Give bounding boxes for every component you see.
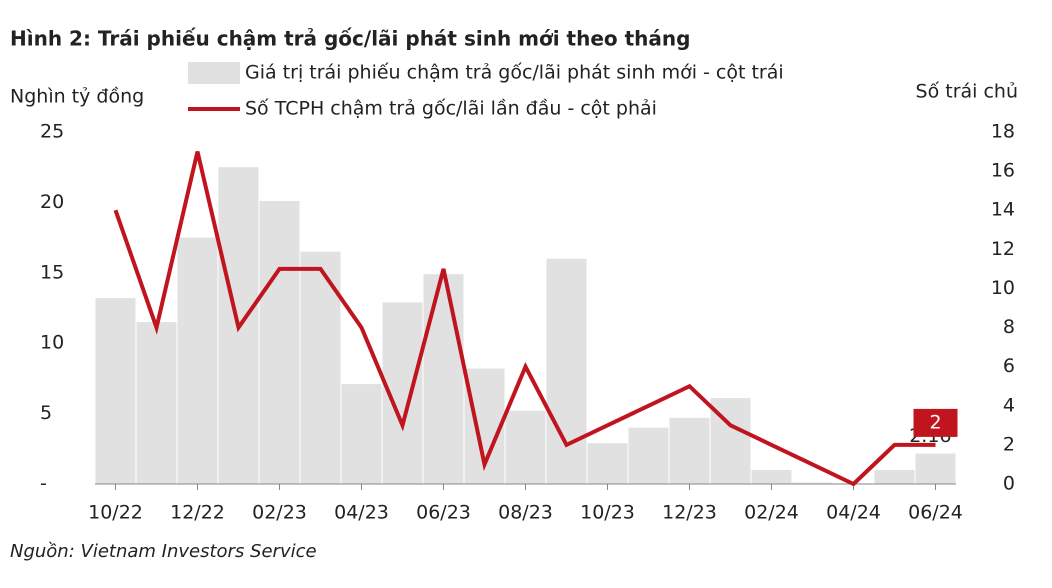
bar <box>751 469 792 484</box>
legend-label: Giá trị trái phiếu chậm trả gốc/lãi phát… <box>245 62 784 84</box>
y2-tick-label: 0 <box>1003 473 1015 495</box>
y2-tick-label: 12 <box>991 238 1015 260</box>
y2-tick-label: 2 <box>1003 433 1015 455</box>
bar <box>628 427 669 484</box>
value-label: 2 <box>929 411 941 433</box>
x-tick-label: 12/22 <box>170 502 225 524</box>
x-tick-label: 04/24 <box>826 502 881 524</box>
bar <box>546 258 587 484</box>
x-tick-label: 02/23 <box>252 502 307 524</box>
bar <box>423 274 464 484</box>
x-tick-label: 10/22 <box>88 502 143 524</box>
bar <box>792 482 833 484</box>
y-axis-title: Nghìn tỷ đồng <box>10 86 144 108</box>
legend-label: Số TCPH chậm trả gốc/lãi lần đầu - cột p… <box>245 98 657 120</box>
y-tick-label: 20 <box>40 191 64 213</box>
x-tick-label: 10/23 <box>580 502 635 524</box>
y2-tick-label: 6 <box>1003 355 1015 377</box>
x-tick-label: 02/24 <box>744 502 799 524</box>
y-tick-label: 10 <box>40 332 64 354</box>
bar <box>136 322 177 484</box>
y-tick-label: - <box>40 473 47 495</box>
bar <box>259 200 300 484</box>
y2-tick-label: 16 <box>991 160 1015 182</box>
chart-title: Hình 2: Trái phiếu chậm trả gốc/lãi phát… <box>10 27 690 51</box>
y2-tick-label: 14 <box>991 199 1015 221</box>
legend-swatch <box>188 62 240 84</box>
y-tick-label: 5 <box>40 402 52 424</box>
y-tick-label: 15 <box>40 261 64 283</box>
line <box>113 151 936 487</box>
x-tick-label: 04/23 <box>334 502 389 524</box>
value-label-box <box>913 408 958 437</box>
x-tick-label: 08/23 <box>498 502 553 524</box>
x-tick-label: 06/23 <box>416 502 471 524</box>
x-tick-label: 12/23 <box>662 502 717 524</box>
y-tick-label: 25 <box>40 121 64 143</box>
bar <box>95 298 136 484</box>
bar <box>177 237 218 484</box>
bar <box>341 384 382 484</box>
bar <box>874 469 915 484</box>
bar <box>915 453 956 484</box>
bar <box>587 443 628 484</box>
y2-axis-title: Số trái chủ <box>916 81 1018 103</box>
y2-tick-label: 18 <box>991 121 1015 143</box>
y2-tick-label: 4 <box>1003 394 1015 416</box>
bar <box>669 417 710 484</box>
y2-tick-label: 8 <box>1003 316 1015 338</box>
x-tick-label: 06/24 <box>908 502 963 524</box>
y2-tick-label: 10 <box>991 277 1015 299</box>
bar <box>505 410 546 484</box>
source-note: Nguồn: Vietnam Investors Service <box>10 541 317 562</box>
